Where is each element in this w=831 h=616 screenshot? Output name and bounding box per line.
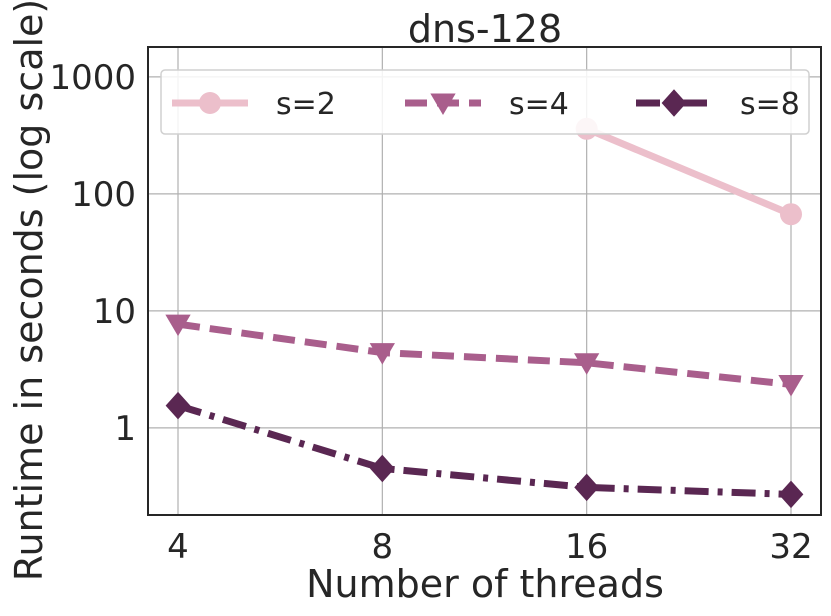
y-axis-title: Runtime in seconds (log scale) <box>7 0 51 581</box>
data-point <box>574 473 600 502</box>
legend-frame <box>160 69 810 135</box>
data-point <box>165 391 191 420</box>
legend-marker <box>199 92 221 114</box>
legend-item-2: s=4 <box>405 87 569 122</box>
series-line <box>176 402 792 498</box>
legend-label: s=2 <box>276 87 336 122</box>
x-tick-label: 32 <box>769 527 812 567</box>
x-tick-label: 8 <box>372 527 394 567</box>
legend-label: s=4 <box>509 87 569 122</box>
x-tick-label: 16 <box>565 527 608 567</box>
data-point <box>369 454 395 483</box>
legend: s=2 s=4 s=8 <box>160 69 810 135</box>
legend-item-1: s=2 <box>172 87 336 122</box>
data-point <box>778 374 804 397</box>
data-point <box>574 353 600 375</box>
y-axis-ticks: 1 10 100 1000 <box>49 58 136 449</box>
data-point <box>369 343 395 365</box>
legend-label: s=8 <box>740 87 800 122</box>
data-point <box>778 480 804 509</box>
x-tick-label: 4 <box>167 527 189 567</box>
legend-marker <box>430 93 456 116</box>
series-3 <box>165 391 804 509</box>
series-line <box>585 125 793 218</box>
legend-marker <box>661 89 687 117</box>
series-layer <box>165 117 804 509</box>
data-point <box>165 314 191 337</box>
series-line <box>177 320 792 388</box>
y-tick-label: 1 <box>114 409 136 449</box>
plot-frame <box>147 46 822 516</box>
series-2 <box>165 314 804 397</box>
x-axis-title: Number of threads <box>306 562 664 606</box>
legend-item-3: s=8 <box>636 87 800 122</box>
y-tick-label: 1000 <box>49 58 136 98</box>
y-tick-label: 100 <box>71 175 136 215</box>
y-tick-label: 10 <box>93 292 136 332</box>
x-axis-ticks: 4 8 16 32 <box>167 527 812 567</box>
data-point <box>780 203 802 226</box>
chart-title: dns-128 <box>408 7 562 51</box>
